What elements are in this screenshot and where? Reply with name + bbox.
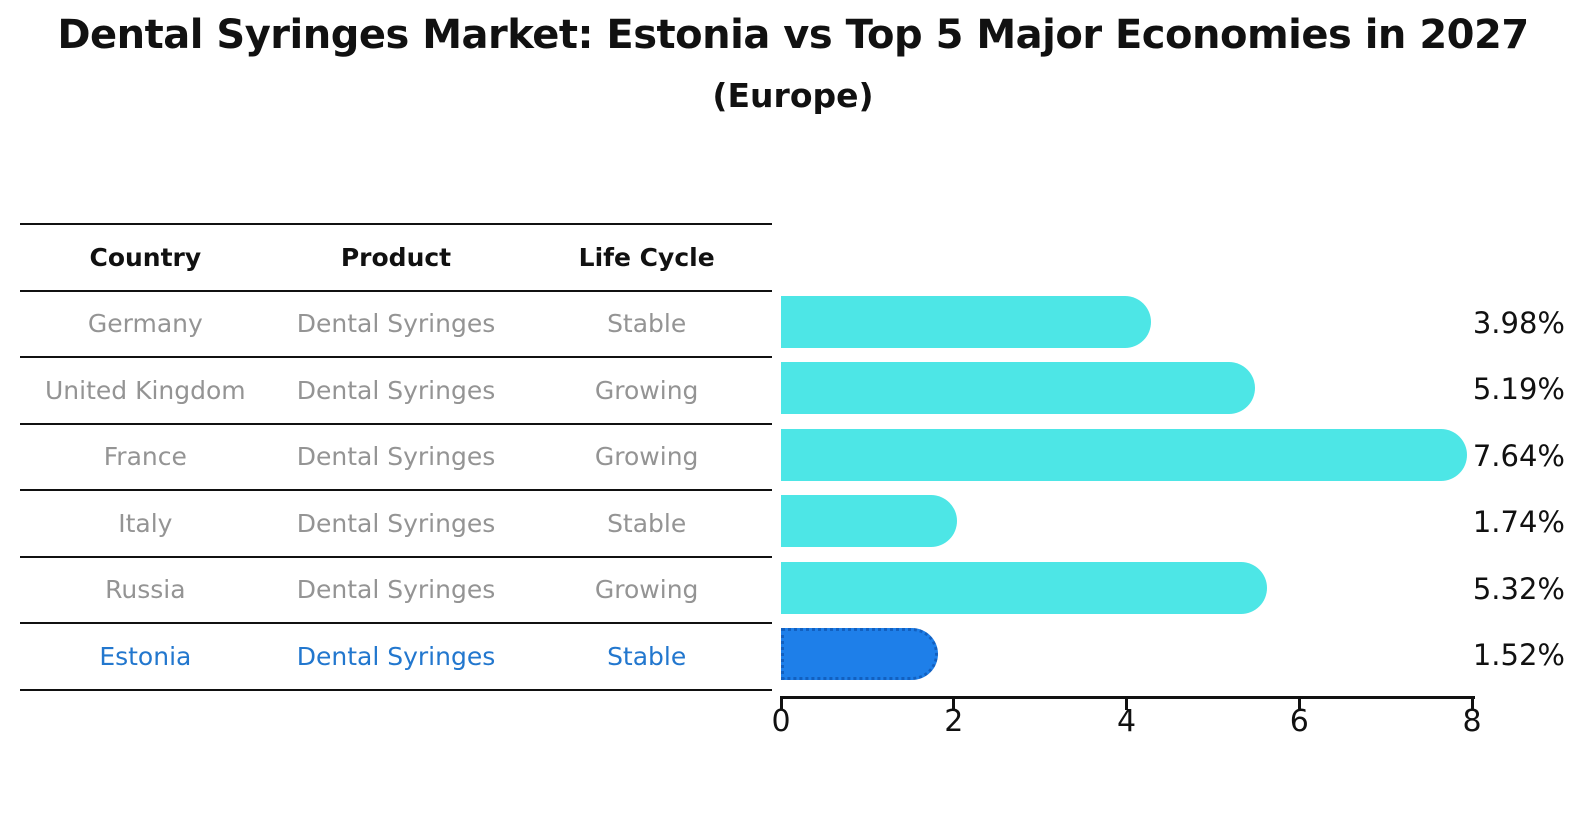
table-cell-life-cycle: Stable xyxy=(607,641,687,671)
x-tick-label-6: 6 xyxy=(1289,704,1309,739)
table-row-russia: Russia Dental Syringes Growing xyxy=(20,558,772,624)
table-cell-life-cycle: Stable xyxy=(607,508,687,538)
table-row-estonia: Estonia Dental Syringes Stable xyxy=(20,624,772,691)
x-tick-2 xyxy=(952,696,956,710)
table-cell-life-cycle: Stable xyxy=(607,309,687,339)
table-row-germany: Germany Dental Syringes Stable xyxy=(20,292,772,358)
table-header-lifecycle: Life Cycle xyxy=(578,242,715,272)
table-row-italy: Italy Dental Syringes Stable xyxy=(20,491,772,558)
table-cell-product: Dental Syringes xyxy=(296,508,496,538)
table-cell-product: Dental Syringes xyxy=(296,309,496,339)
value-label-russia: 5.32% xyxy=(1472,571,1565,606)
bar-estonia xyxy=(781,628,939,681)
table-cell-country: Russia xyxy=(105,575,186,605)
bar-russia xyxy=(781,561,1267,614)
x-tick-4 xyxy=(1125,696,1128,710)
table-cell-country: United Kingdom xyxy=(44,375,246,405)
table-header-product: Product xyxy=(340,242,452,272)
table-body: Germany Dental Syringes Stable United Kingd… xyxy=(20,292,772,691)
table-cell-life-cycle: Growing xyxy=(594,375,699,405)
x-tick-label-2: 2 xyxy=(944,704,964,739)
bar-france xyxy=(781,428,1467,481)
table-row-united-kingdom: United Kingdom Dental Syringes Growing xyxy=(20,358,772,425)
table-cell-life-cycle: Growing xyxy=(594,575,699,605)
table-cell-product: Dental Syringes xyxy=(296,442,496,472)
value-label-estonia: 1.52% xyxy=(1472,638,1565,673)
x-tick-6 xyxy=(1297,696,1301,710)
table-row-france: France Dental Syringes Growing xyxy=(20,425,772,491)
x-tick-0 xyxy=(779,696,783,710)
table-cell-country: Germany xyxy=(87,309,203,339)
bar-germany xyxy=(781,295,1151,348)
page-title: Dental Syringes Market: Estonia vs Top 5… xyxy=(57,12,1529,58)
value-label-france: 7.64% xyxy=(1472,438,1565,473)
table-cell-life-cycle: Growing xyxy=(594,442,699,472)
table-cell-product: Dental Syringes xyxy=(296,641,496,671)
x-tick-label-8: 8 xyxy=(1462,704,1482,739)
x-tick-8 xyxy=(1470,696,1474,710)
table-cell-product: Dental Syringes xyxy=(296,375,496,405)
page-subtitle: (Europe) xyxy=(712,76,874,115)
x-tick-label-4: 4 xyxy=(1116,704,1137,739)
table-header-country: Country xyxy=(89,242,202,272)
table-header-row: Country Product Life Cycle xyxy=(20,225,772,292)
country-table: Country Product Life Cycle Germany Dental… xyxy=(20,223,772,691)
value-label-germany: 3.98% xyxy=(1472,305,1565,340)
value-label-united-kingdom: 5.19% xyxy=(1472,372,1565,407)
table-cell-country: Estonia xyxy=(99,641,192,671)
bar-united-kingdom xyxy=(781,362,1256,415)
x-tick-label-0: 0 xyxy=(771,704,791,739)
table-cell-country: Italy xyxy=(118,508,173,538)
table-cell-product: Dental Syringes xyxy=(296,575,496,605)
bar-italy xyxy=(781,495,958,548)
table-cell-country: France xyxy=(103,442,187,472)
value-label-italy: 1.74% xyxy=(1472,505,1565,540)
